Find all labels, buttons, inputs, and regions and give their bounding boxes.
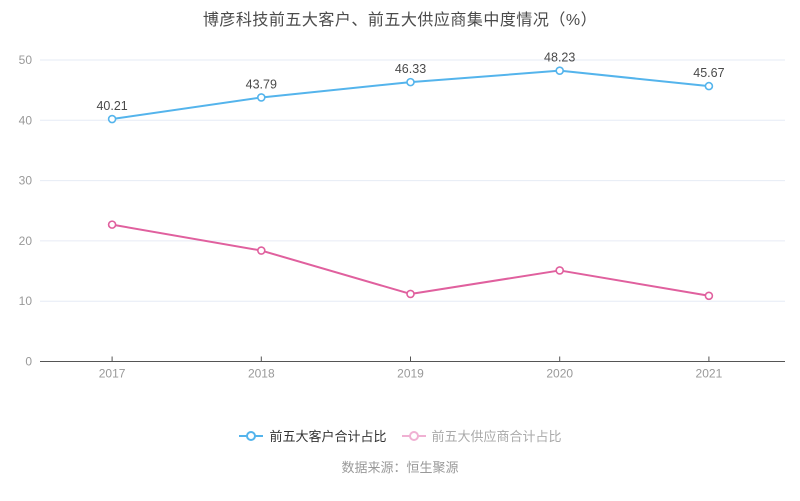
svg-text:30: 30 (19, 174, 33, 188)
svg-text:2020: 2020 (546, 367, 573, 381)
svg-text:43.79: 43.79 (246, 77, 277, 91)
legend-label-customers: 前五大客户合计占比 (269, 429, 387, 444)
svg-text:2019: 2019 (397, 367, 424, 381)
svg-text:10: 10 (19, 294, 33, 308)
legend-item-suppliers[interactable]: 前五大供应商合计占比 (401, 426, 562, 445)
legend-line-marker-icon (239, 430, 264, 441)
svg-text:45.67: 45.67 (693, 66, 724, 80)
legend: 前五大客户合计占比 前五大供应商合计占比 (0, 426, 800, 445)
svg-text:48.23: 48.23 (544, 51, 575, 65)
svg-text:46.33: 46.33 (395, 62, 426, 76)
svg-text:50: 50 (19, 53, 33, 67)
svg-text:40.21: 40.21 (96, 99, 127, 113)
svg-text:2021: 2021 (696, 367, 723, 381)
line-chart: 0 10 20 30 40 50 2017 2018 2019 2020 2021 40.21 43.7… (19, 51, 785, 381)
svg-text:40: 40 (19, 113, 33, 127)
svg-text:0: 0 (25, 355, 32, 369)
legend-label-suppliers: 前五大供应商合计占比 (431, 429, 562, 444)
legend-item-customers[interactable]: 前五大客户合计占比 (238, 426, 387, 445)
chart-title: 博彦科技前五大客户、前五大供应商集中度情况（%） (202, 12, 598, 29)
svg-text:20: 20 (19, 234, 33, 248)
svg-text:2018: 2018 (248, 367, 275, 381)
legend-line-marker-icon (401, 430, 426, 441)
svg-text:2017: 2017 (99, 367, 126, 381)
data-source: 数据来源：恒生聚源 (341, 460, 459, 475)
